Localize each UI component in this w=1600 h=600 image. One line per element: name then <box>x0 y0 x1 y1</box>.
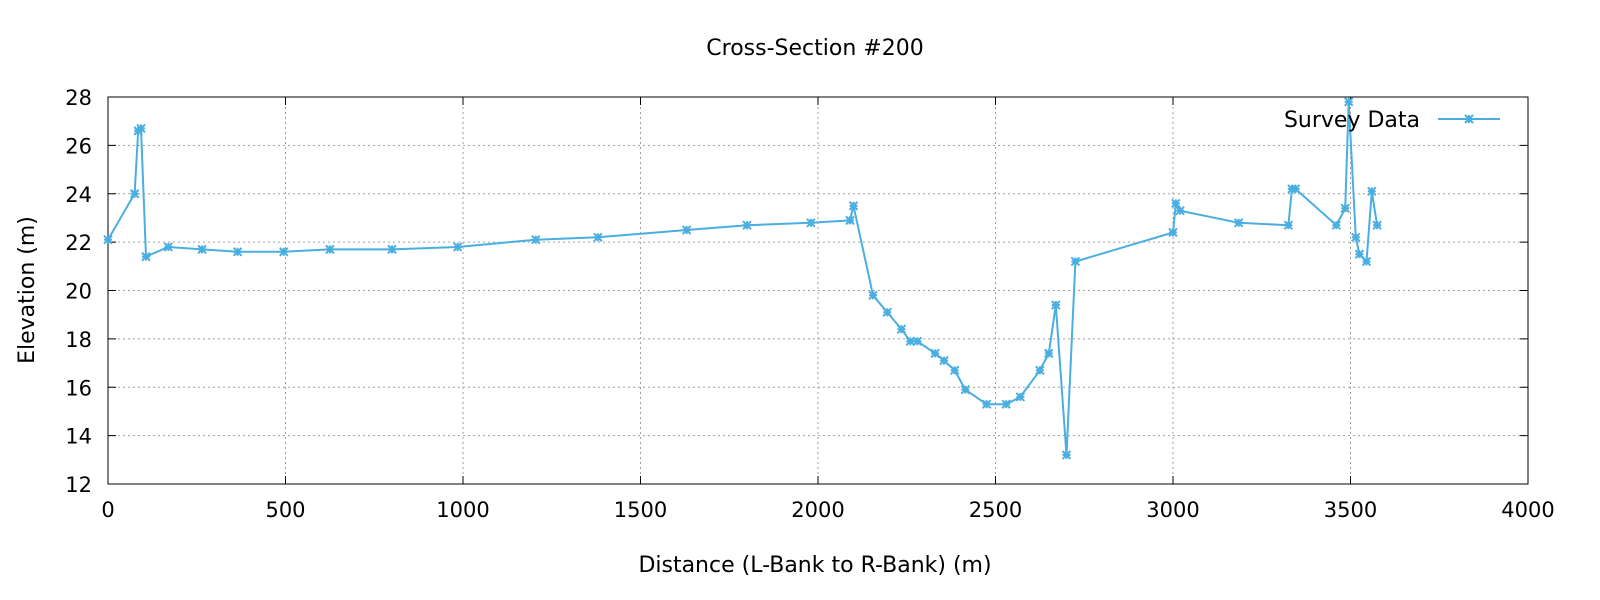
data-point <box>806 218 816 228</box>
data-point <box>387 244 397 255</box>
data-point <box>1340 203 1350 213</box>
data-point <box>882 307 892 317</box>
data-point <box>1372 220 1382 230</box>
data-point <box>103 234 113 245</box>
data-point <box>1044 348 1054 359</box>
y-tick-labels: 12 14 16 18 20 22 24 26 28 <box>65 86 92 497</box>
legend-line-sample <box>1438 114 1500 124</box>
data-point <box>1233 218 1244 228</box>
x-tick-label: 2000 <box>791 498 844 522</box>
data-point <box>930 348 940 359</box>
data-point <box>197 244 207 255</box>
data-point <box>939 355 949 366</box>
data-point <box>1344 97 1354 107</box>
data-point <box>452 242 463 252</box>
y-tick-label: 18 <box>65 328 92 352</box>
data-point <box>531 234 541 245</box>
series-survey-data <box>103 97 1382 460</box>
y-tick-label: 26 <box>65 134 92 158</box>
x-tick-label: 2500 <box>969 498 1022 522</box>
x-tick-label: 3000 <box>1146 498 1199 522</box>
x-tick-label: 4000 <box>1501 498 1554 522</box>
x-tick-label: 1000 <box>436 498 489 522</box>
data-point <box>845 215 855 226</box>
data-point <box>742 220 752 230</box>
data-point <box>1171 198 1181 209</box>
data-point <box>912 336 923 347</box>
grid-lines <box>108 97 1528 484</box>
data-point <box>1061 450 1072 460</box>
x-tick-label: 500 <box>265 498 305 522</box>
legend-label: Survey Data <box>1284 108 1420 133</box>
data-point <box>1001 399 1011 409</box>
x-tick-label: 3500 <box>1324 498 1377 522</box>
axis-ticks <box>107 96 1529 485</box>
y-tick-label: 14 <box>65 425 92 449</box>
x-tick-label: 0 <box>101 498 114 522</box>
data-point <box>1168 227 1178 238</box>
data-point <box>593 232 603 242</box>
x-axis-label: Distance (L-Bank to R-Bank) (m) <box>638 553 991 578</box>
data-point <box>1283 220 1294 230</box>
y-tick-label: 20 <box>65 280 92 304</box>
legend-marker <box>1464 114 1474 124</box>
chart-title: Cross-Section #200 <box>706 36 923 61</box>
data-point <box>1015 392 1026 402</box>
y-tick-label: 24 <box>65 183 92 207</box>
data-point <box>896 324 907 334</box>
data-point <box>1175 205 1185 216</box>
data-point <box>279 247 289 257</box>
y-axis-label: Elevation (m) <box>15 216 40 364</box>
y-tick-label: 16 <box>65 376 92 400</box>
data-point <box>681 225 692 235</box>
data-point <box>1351 232 1361 242</box>
data-point <box>1361 256 1372 267</box>
data-point <box>905 336 916 347</box>
data-point <box>1331 220 1342 230</box>
x-tick-labels: 0 500 1000 1500 2000 2500 3000 3500 4000 <box>101 498 1554 522</box>
legend: Survey Data <box>1284 108 1500 133</box>
y-tick-label: 28 <box>65 86 92 110</box>
data-point <box>868 290 878 301</box>
data-point <box>141 251 151 262</box>
data-point <box>981 399 992 409</box>
data-point <box>1367 186 1377 197</box>
data-point <box>1290 184 1301 194</box>
data-point <box>129 189 140 199</box>
data-point <box>136 123 146 134</box>
x-tick-label: 1500 <box>614 498 667 522</box>
y-tick-label: 12 <box>65 473 92 497</box>
data-point <box>325 244 335 255</box>
series-line <box>107 101 1379 456</box>
y-tick-label: 22 <box>65 231 92 255</box>
data-point <box>960 384 971 395</box>
data-point <box>949 365 960 376</box>
data-point <box>163 242 174 252</box>
data-point <box>1051 300 1061 310</box>
data-point <box>1035 365 1045 376</box>
data-point <box>232 247 243 257</box>
data-point <box>848 201 859 211</box>
data-point <box>1070 256 1081 267</box>
data-point <box>1354 249 1365 259</box>
